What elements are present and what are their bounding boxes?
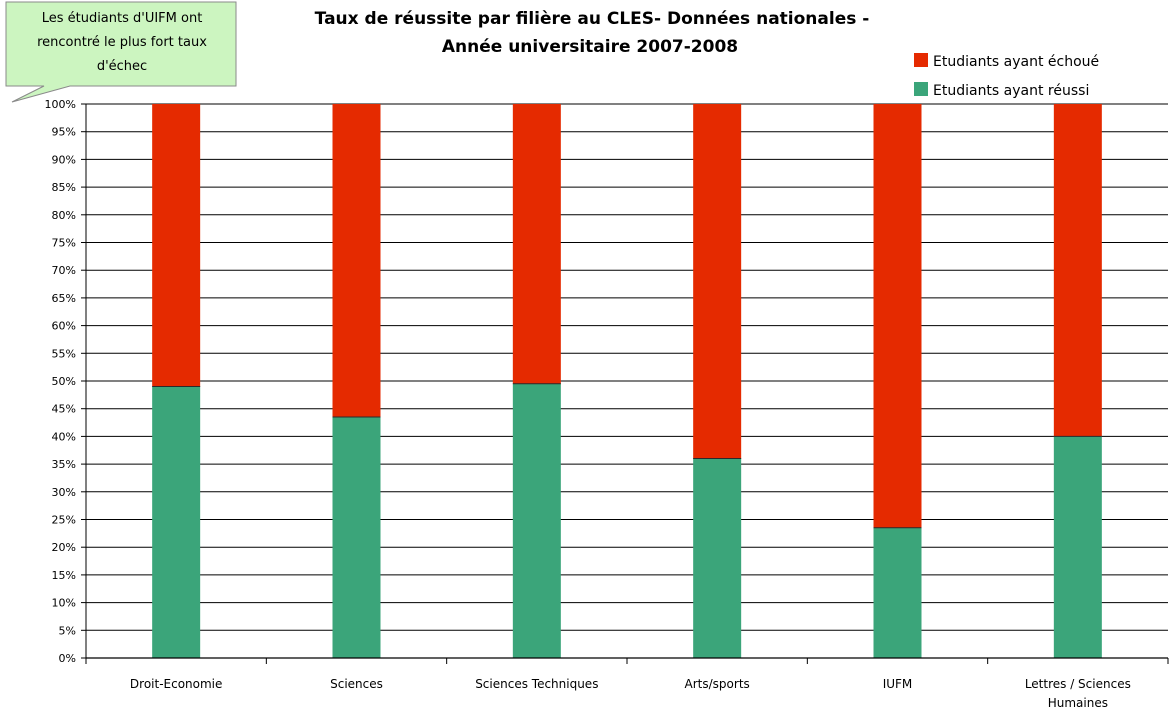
x-tick-label: IUFM	[883, 677, 913, 691]
y-tick-label: 100%	[45, 98, 76, 111]
chart-title-line-1: Taux de réussite par filière au CLES- Do…	[315, 9, 870, 29]
y-tick-label: 25%	[52, 514, 76, 527]
callout-line-1: Les étudiants d'UIFM ont	[42, 11, 203, 26]
callout-line-3: d'échec	[97, 59, 147, 74]
y-tick-label: 55%	[52, 347, 76, 360]
y-tick-label: 85%	[52, 181, 76, 194]
x-tick-label: Sciences Techniques	[475, 677, 598, 691]
bar-segment-passed	[1054, 436, 1102, 658]
x-tick-label: Arts/sports	[685, 677, 750, 691]
bar-segment-passed	[513, 384, 561, 658]
y-tick-label: 5%	[59, 624, 76, 637]
bar-segment-failed	[874, 104, 922, 528]
chart-title-line-2: Année universitaire 2007-2008	[442, 37, 738, 57]
bar-segment-passed	[152, 387, 200, 658]
bar-segment-failed	[1054, 104, 1102, 436]
y-tick-label: 0%	[59, 652, 76, 665]
bar-segment-passed	[874, 528, 922, 658]
callout-line-2: rencontré le plus fort taux	[37, 35, 207, 50]
y-tick-label: 60%	[52, 320, 76, 333]
y-tick-label: 50%	[52, 375, 76, 388]
y-tick-label: 10%	[52, 597, 76, 610]
bar-segment-failed	[513, 104, 561, 384]
bar-segment-passed	[693, 459, 741, 658]
y-tick-label: 90%	[52, 153, 76, 166]
y-tick-label: 70%	[52, 264, 76, 277]
y-tick-label: 65%	[52, 292, 76, 305]
bar-segment-failed	[152, 104, 200, 387]
legend-swatch-failed	[914, 53, 928, 67]
legend-label-failed: Etudiants ayant échoué	[933, 54, 1099, 70]
legend: Etudiants ayant échoué Etudiants ayant r…	[914, 53, 1099, 99]
y-tick-label: 15%	[52, 569, 76, 582]
y-tick-label: 80%	[52, 209, 76, 222]
bar-segment-failed	[693, 104, 741, 459]
x-tick-label: Sciences	[330, 677, 383, 691]
y-tick-label: 35%	[52, 458, 76, 471]
x-tick-label: Lettres / Sciences Humaines	[1025, 677, 1131, 710]
y-tick-label: 75%	[52, 237, 76, 250]
y-axis-ticks: 0% 5% 10% 15% 20% 25% 30% 35% 40% 45% 50% 55% 60% 65%…	[45, 98, 86, 665]
y-tick-label: 20%	[52, 541, 76, 554]
annotation-callout: Les étudiants d'UIFM ont rencontré le pl…	[6, 2, 236, 102]
x-axis-ticks: Droit-Economie Sciences Sciences Technique…	[86, 658, 1168, 710]
legend-label-passed: Etudiants ayant réussi	[933, 83, 1089, 99]
y-tick-label: 45%	[52, 403, 76, 416]
bar-segment-failed	[333, 104, 381, 417]
gridlines	[86, 104, 1168, 658]
bar-segment-passed	[333, 417, 381, 658]
y-tick-label: 40%	[52, 430, 76, 443]
chart-title: Taux de réussite par filière au CLES- Do…	[315, 9, 870, 57]
y-tick-label: 95%	[52, 126, 76, 139]
legend-swatch-passed	[914, 82, 928, 96]
x-tick-label: Droit-Economie	[130, 677, 223, 691]
y-tick-label: 30%	[52, 486, 76, 499]
